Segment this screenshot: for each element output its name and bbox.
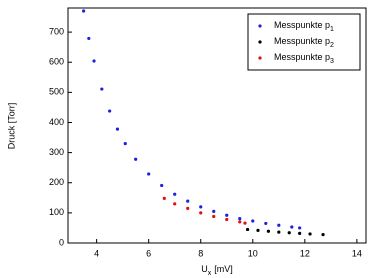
plot-frame (67, 7, 367, 244)
legend-label: Messpunkte p2 (274, 36, 334, 48)
x-tick-label: 14 (352, 248, 362, 258)
y-tick-label: 400 (49, 117, 64, 127)
data-point (123, 141, 127, 146)
data-point (186, 206, 190, 210)
x-axis-label-unit: [mV] (214, 264, 233, 274)
data-point (298, 226, 302, 230)
data-point (160, 183, 164, 188)
legend-name: Messpunkte p (274, 52, 330, 62)
data-point (245, 227, 250, 232)
legend-label: Messpunkte p3 (274, 52, 334, 64)
data-point (308, 232, 312, 236)
data-point (238, 220, 242, 224)
legend-box (247, 13, 361, 71)
y-tick-label: 700 (49, 26, 64, 36)
data-point (290, 225, 294, 229)
data-point (225, 213, 229, 217)
data-point (100, 87, 104, 91)
data-point (212, 209, 216, 213)
data-point (264, 221, 268, 226)
x-tick-label: 4 (94, 248, 99, 258)
data-point (115, 127, 120, 131)
data-point (173, 192, 177, 196)
x-axis-label-sub: x (208, 270, 212, 277)
data-point (243, 221, 247, 225)
data-point (277, 223, 281, 227)
legend-name: Messpunkte p (274, 20, 330, 30)
x-tick-label: 8 (198, 248, 203, 258)
data-point (266, 229, 271, 233)
y-tick-label: 500 (49, 87, 64, 97)
y-tick-label: 0 (59, 237, 64, 247)
data-point (256, 228, 260, 232)
data-point (199, 205, 203, 209)
data-point (287, 231, 291, 235)
y-tick-label: 100 (49, 207, 64, 217)
x-tick-label: 12 (300, 248, 310, 258)
legend-marker (258, 24, 262, 28)
y-tick-label: 600 (49, 57, 64, 67)
x-axis-label: Ux [mV] (201, 264, 233, 276)
data-point (173, 202, 177, 206)
data-point (251, 219, 255, 223)
data-point (162, 196, 166, 201)
x-axis-label-main: U (201, 264, 208, 274)
legend-marker (258, 56, 262, 60)
data-point (82, 9, 86, 13)
data-point (225, 217, 229, 222)
x-tick-label: 10 (248, 248, 258, 258)
data-point (321, 232, 325, 237)
y-axis-label: Druck [Torr] (6, 103, 16, 150)
data-point (238, 216, 242, 221)
legend-name: Messpunkte p (274, 36, 330, 46)
legend-subscript: 2 (330, 42, 334, 49)
data-point (87, 36, 91, 41)
data-point (147, 172, 151, 176)
x-tick-label: 6 (146, 248, 151, 258)
legend-marker (258, 40, 262, 44)
data-point (108, 109, 112, 113)
data-point (186, 199, 190, 203)
legend-label: Messpunkte p1 (274, 20, 334, 32)
data-point (298, 231, 302, 235)
legend-subscript: 1 (330, 26, 334, 33)
data-point (134, 157, 138, 161)
data-point (199, 211, 203, 215)
legend-subscript: 3 (330, 58, 334, 65)
y-tick-label: 200 (49, 177, 64, 187)
data-point (212, 214, 216, 219)
data-point (277, 230, 281, 234)
y-tick-label: 300 (49, 147, 64, 157)
data-point (92, 59, 96, 63)
